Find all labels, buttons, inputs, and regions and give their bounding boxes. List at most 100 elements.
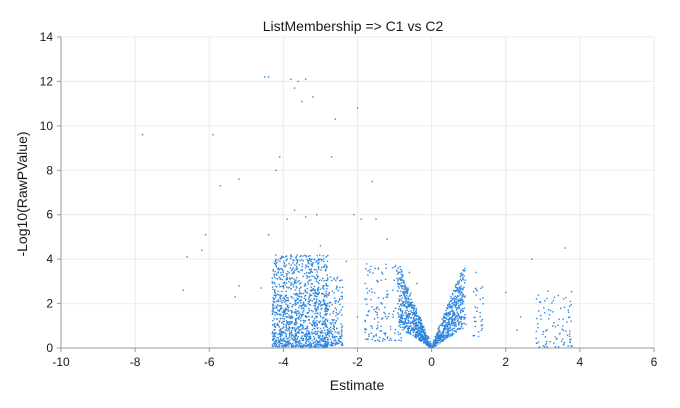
data-point — [281, 339, 283, 341]
data-point — [413, 309, 415, 312]
data-point — [435, 334, 438, 336]
data-point — [272, 305, 275, 307]
data-point — [421, 324, 423, 327]
data-point — [401, 270, 403, 272]
data-point — [301, 339, 303, 342]
data-point — [394, 332, 396, 334]
data-point — [309, 322, 311, 324]
data-point — [472, 291, 475, 293]
data-point — [398, 299, 400, 301]
data-point — [279, 317, 281, 320]
data-point — [387, 315, 389, 318]
data-point — [317, 308, 319, 310]
data-point — [275, 277, 277, 280]
data-point — [437, 330, 440, 333]
data-point — [336, 331, 338, 334]
data-point — [274, 342, 276, 345]
data-point — [400, 282, 403, 284]
data-point — [398, 277, 401, 279]
data-point — [302, 292, 305, 295]
data-point — [297, 270, 299, 273]
data-point — [330, 156, 333, 158]
data-point — [280, 339, 282, 341]
data-point — [290, 295, 292, 298]
data-point — [272, 308, 274, 311]
data-point — [301, 304, 303, 307]
data-point — [410, 310, 412, 312]
data-point — [464, 317, 467, 319]
data-point — [305, 275, 308, 277]
data-point — [313, 304, 315, 307]
data-point — [276, 312, 278, 315]
data-point — [329, 344, 332, 346]
data-point — [454, 295, 456, 297]
data-point — [294, 300, 297, 302]
data-point — [289, 323, 291, 325]
data-point — [457, 324, 460, 326]
data-point — [365, 328, 368, 331]
data-point — [306, 277, 308, 279]
data-point — [410, 325, 412, 327]
data-point — [283, 344, 286, 347]
data-point — [287, 287, 289, 289]
data-point — [530, 258, 533, 260]
data-point — [316, 319, 318, 322]
data-point — [435, 337, 437, 339]
data-point — [404, 292, 407, 294]
data-point — [398, 321, 401, 324]
data-point — [288, 286, 291, 289]
data-point — [333, 326, 335, 329]
data-point — [458, 289, 460, 292]
data-point — [444, 317, 447, 319]
data-point — [317, 336, 320, 339]
y-tick-label: 8 — [46, 163, 53, 177]
data-point — [564, 247, 566, 249]
data-point — [328, 292, 331, 294]
data-point — [292, 267, 294, 269]
data-point — [542, 345, 544, 347]
data-point — [282, 287, 285, 289]
data-point — [298, 283, 301, 285]
data-point — [426, 336, 428, 339]
data-point — [448, 302, 451, 304]
data-point — [455, 303, 457, 305]
data-point — [367, 274, 369, 276]
data-point — [279, 258, 282, 260]
data-point — [330, 323, 332, 325]
data-point — [299, 342, 301, 344]
data-point — [554, 345, 557, 348]
data-point — [283, 311, 285, 314]
data-point — [375, 335, 377, 337]
data-point — [450, 318, 453, 321]
data-point — [400, 320, 403, 322]
data-point — [454, 321, 456, 323]
data-point — [275, 306, 277, 308]
data-point — [418, 334, 421, 336]
data-point — [445, 337, 447, 339]
data-point — [334, 339, 337, 342]
data-point — [314, 301, 317, 303]
data-point — [411, 314, 414, 316]
data-point — [459, 321, 462, 323]
data-point — [304, 78, 307, 80]
data-point — [406, 327, 409, 330]
data-point — [376, 314, 378, 316]
data-point — [313, 323, 316, 326]
data-point — [281, 255, 283, 257]
data-point — [308, 257, 311, 260]
data-point — [450, 300, 453, 302]
data-point — [444, 327, 446, 329]
data-point — [325, 292, 328, 295]
data-point — [364, 327, 366, 330]
data-point — [204, 234, 207, 236]
data-point — [327, 343, 330, 345]
data-point — [412, 328, 414, 330]
data-point — [275, 266, 278, 268]
data-point — [306, 345, 309, 347]
data-point — [405, 286, 407, 288]
data-point — [298, 264, 301, 266]
data-point — [400, 339, 402, 342]
data-point — [335, 288, 338, 290]
data-point — [325, 268, 327, 270]
data-point — [325, 256, 327, 258]
